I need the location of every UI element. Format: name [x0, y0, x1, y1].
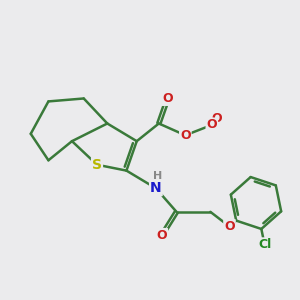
Text: O: O [157, 229, 167, 242]
Text: S: S [92, 158, 102, 172]
Text: Cl: Cl [258, 238, 271, 251]
Text: H: H [153, 171, 162, 181]
Text: O: O [206, 118, 217, 131]
Text: O: O [224, 220, 235, 233]
Text: O: O [180, 129, 190, 142]
Text: O: O [212, 112, 222, 125]
Text: O: O [162, 92, 173, 105]
Text: N: N [150, 181, 162, 195]
